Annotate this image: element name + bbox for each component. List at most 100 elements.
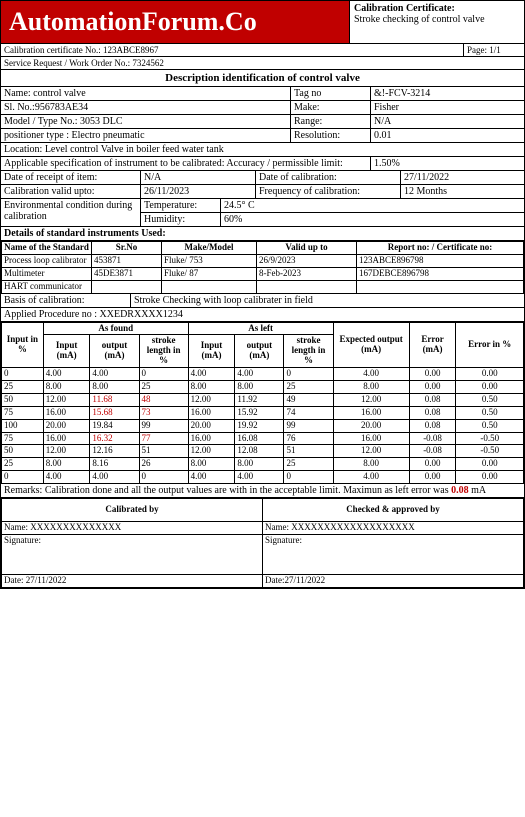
row-env: Environmental condition during calibrati… — [1, 199, 524, 227]
data-cell: 8.00 — [333, 458, 409, 471]
h-expected: Expected output (mA) — [333, 322, 409, 368]
data-cell: 0.00 — [456, 471, 524, 484]
data-cell: 73 — [139, 406, 188, 419]
std-cell: 26/9/2023 — [257, 254, 357, 267]
data-cell: 12.00 — [43, 393, 90, 406]
site-logo: AutomationForum.Co — [1, 1, 349, 43]
data-cell: 4.00 — [235, 471, 284, 484]
service-row: Service Request / Work Order No.: 732456… — [1, 57, 524, 70]
data-cell: 8.00 — [188, 458, 235, 471]
data-cell: 0.08 — [409, 406, 456, 419]
data-cell: 4.00 — [333, 471, 409, 484]
h-ls: stroke length in % — [284, 335, 333, 368]
data-cell: 51 — [284, 445, 333, 458]
h-error-pct: Error in % — [456, 322, 524, 368]
data-cell: -0.50 — [456, 432, 524, 445]
data-cell: 4.00 — [188, 368, 235, 381]
signature-table: Calibrated by Checked & approved by Name… — [1, 498, 524, 588]
row-receipt: Date of receipt of item: N/A Date of cal… — [1, 171, 524, 185]
data-cell: 20.00 — [43, 419, 90, 432]
data-cell: 20.00 — [188, 419, 235, 432]
cert-subtitle: Stroke checking of control valve — [354, 14, 485, 25]
h-error: Error (mA) — [409, 322, 456, 368]
row-model: Model / Type No.: 3053 DLC Range: N/A — [1, 115, 524, 129]
std-cell — [92, 280, 162, 293]
data-cell: 8.00 — [90, 381, 139, 394]
data-cell: 4.00 — [43, 471, 90, 484]
data-cell: 25 — [2, 381, 44, 394]
std-cell: Multimeter — [2, 267, 92, 280]
data-cell: 16.00 — [188, 406, 235, 419]
std-cell: 453871 — [92, 254, 162, 267]
row-positioner: positioner type : Electro pneumatic Reso… — [1, 129, 524, 143]
h-fo: output (mA) — [90, 335, 139, 368]
data-cell: 8.00 — [43, 381, 90, 394]
cert-no: 123ABCE8967 — [103, 45, 159, 55]
receipt-val: N/A — [141, 171, 256, 184]
data-cell: 16.32 — [90, 432, 139, 445]
cal-date-label: Date of calibration: — [256, 171, 401, 184]
data-cell: 12.08 — [235, 445, 284, 458]
std-h2: Sr.No — [92, 242, 162, 255]
std-cell: Process loop calibrator — [2, 254, 92, 267]
basis-row: Basis of calibration: Stroke Checking wi… — [1, 294, 524, 308]
basis-label: Basis of calibration: — [1, 294, 131, 307]
make-label: Make: — [291, 101, 371, 114]
data-cell: 4.00 — [188, 471, 235, 484]
sl-label: Sl. No.:956783AE34 — [1, 101, 291, 114]
data-cell: 0 — [284, 368, 333, 381]
data-cell: 8.00 — [235, 381, 284, 394]
data-cell: 12.00 — [188, 393, 235, 406]
data-cell: 4.00 — [90, 368, 139, 381]
data-cell: -0.08 — [409, 445, 456, 458]
remarks-val: 0.08 — [451, 485, 469, 496]
data-cell: 8.00 — [235, 458, 284, 471]
range-label: Range: — [291, 115, 371, 128]
data-cell: 8.00 — [43, 458, 90, 471]
std-cell — [357, 280, 524, 293]
remarks-pre: Remarks: Calibration done and all the ou… — [4, 485, 451, 496]
proc-label: Applied Procedure no : XXEDRXXXX1234 — [1, 308, 524, 321]
h-input: Input in % — [2, 322, 44, 368]
name-label-2: Name: — [265, 522, 289, 532]
h-fi: Input (mA) — [43, 335, 90, 368]
data-cell: 8.16 — [90, 458, 139, 471]
data-cell: 25 — [284, 381, 333, 394]
sig2: Signature: — [263, 534, 524, 574]
h-found: As found — [43, 322, 188, 335]
data-cell: 12.00 — [333, 445, 409, 458]
temp-label: Temperature: — [141, 199, 221, 212]
freq-val: 12 Months — [401, 185, 524, 198]
data-cell: 12.16 — [90, 445, 139, 458]
data-cell: 75 — [2, 406, 44, 419]
basis-val: Stroke Checking with loop calibrater in … — [131, 294, 524, 307]
calibration-certificate: AutomationForum.Co Calibration Certifica… — [0, 0, 525, 589]
std-h4: Valid up to — [257, 242, 357, 255]
std-cell: 45DE3871 — [92, 267, 162, 280]
data-cell: 0.00 — [409, 368, 456, 381]
data-cell: 0.50 — [456, 393, 524, 406]
data-cell: 16.00 — [43, 406, 90, 419]
std-cell: Fluke/ 87 — [162, 267, 257, 280]
row-valid: Calibration valid upto: 26/11/2023 Frequ… — [1, 185, 524, 199]
data-cell: 51 — [139, 445, 188, 458]
h-left: As left — [188, 322, 333, 335]
data-cell: 4.00 — [235, 368, 284, 381]
temp-val: 24.5° C — [221, 199, 524, 212]
tag-val: &!-FCV-3214 — [371, 87, 524, 100]
data-cell: 25 — [284, 458, 333, 471]
data-cell: 25 — [2, 458, 44, 471]
data-cell: 16.00 — [333, 432, 409, 445]
data-cell: 0.50 — [456, 406, 524, 419]
positioner-label: positioner type : Electro pneumatic — [1, 129, 291, 142]
data-cell: 25 — [139, 381, 188, 394]
data-cell: 11.92 — [235, 393, 284, 406]
location: Location: Level control Valve in boiler … — [1, 143, 524, 156]
data-cell: 74 — [284, 406, 333, 419]
data-cell: 99 — [139, 419, 188, 432]
data-cell: 0.00 — [409, 458, 456, 471]
data-cell: 50 — [2, 393, 44, 406]
date2: Date:27/11/2022 — [263, 574, 524, 587]
data-cell: 15.92 — [235, 406, 284, 419]
cert-title-box: Calibration Certificate: Stroke checking… — [349, 1, 524, 43]
